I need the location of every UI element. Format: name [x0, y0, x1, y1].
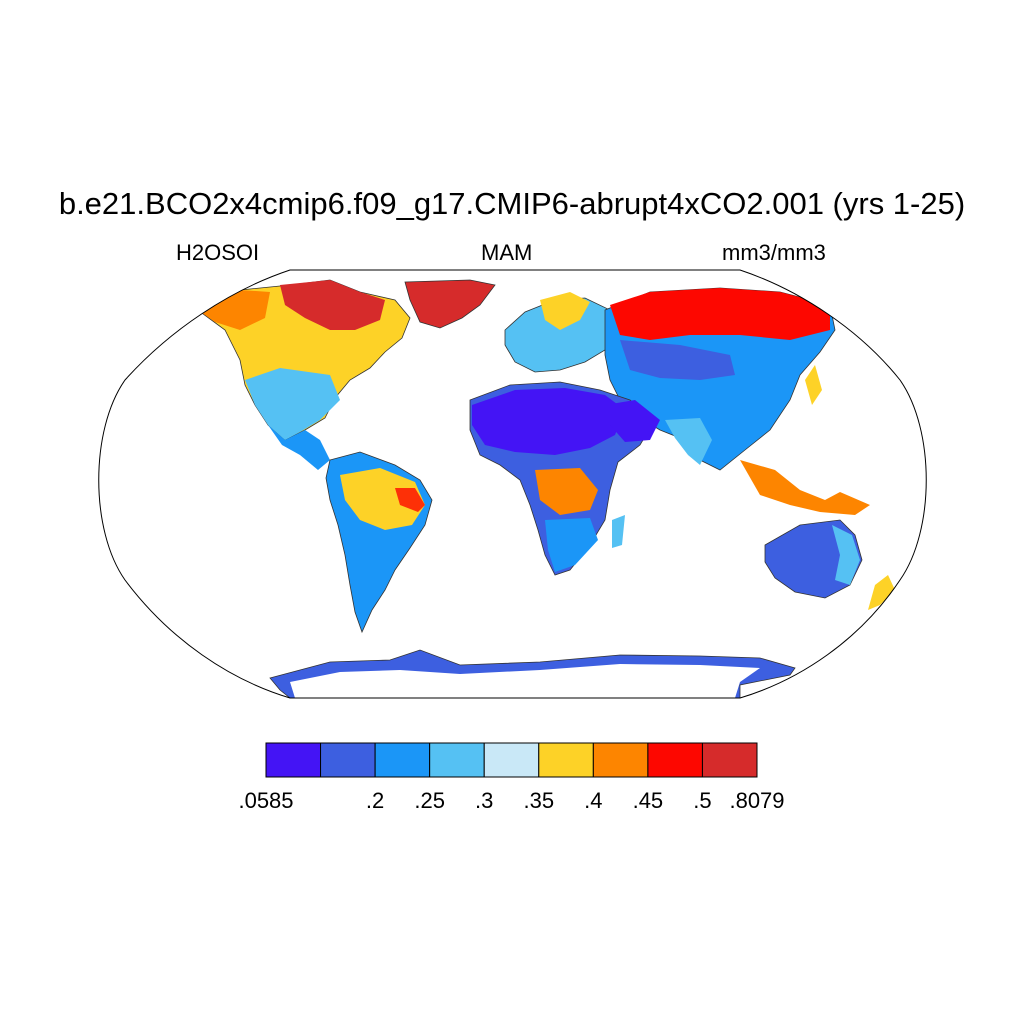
colorbar-label: .0585 — [238, 788, 294, 813]
land-greenland — [404, 279, 496, 329]
variable-label: H2OSOI — [176, 240, 260, 265]
season-label: MAM — [481, 240, 533, 265]
land-india — [665, 418, 712, 465]
land-southern-africa — [545, 518, 598, 572]
colorbar-swatch — [320, 742, 376, 778]
colorbar-swatch — [265, 742, 322, 778]
colorbar-label: .3 — [475, 788, 494, 813]
land-sahara — [472, 388, 625, 455]
land-new-zealand — [868, 575, 895, 610]
land-se-asia — [740, 460, 870, 515]
land-madagascar — [612, 515, 625, 548]
land-brazil-east — [395, 488, 425, 512]
globe-outline — [98, 269, 927, 699]
colorbar-label: .8079 — [729, 788, 785, 813]
land-antarctica-interior — [290, 664, 760, 698]
units-label: mm3/mm3 — [722, 240, 826, 265]
land-canada-north — [280, 280, 385, 330]
colorbar-label: .2 — [365, 788, 385, 813]
colorbar — [265, 742, 758, 778]
colorbar-label: .4 — [584, 788, 603, 813]
land-central-asia — [620, 340, 735, 380]
colorbar-swatch — [701, 742, 758, 778]
map-title: b.e21.BCO2x4cmip6.f09_g17.CMIP6-abrupt4x… — [58, 186, 966, 221]
land-australia-east — [832, 525, 860, 585]
land-fill — [194, 279, 895, 698]
land-congo — [535, 468, 598, 515]
colorbar-swatch — [538, 742, 594, 778]
colorbar-swatch — [374, 742, 431, 778]
colorbar-swatch — [429, 742, 485, 778]
land-north-america-south — [245, 368, 340, 440]
land-scandinavia — [540, 292, 590, 330]
colorbar-swatch — [647, 742, 703, 778]
colorbar-swatch — [592, 742, 649, 778]
land-alaska — [195, 290, 270, 330]
colorbar-label: .5 — [693, 788, 712, 813]
colorbar-label: .45 — [632, 788, 664, 813]
land-amazon — [340, 468, 425, 530]
land-siberia — [610, 288, 830, 340]
colorbar-label: .35 — [523, 788, 555, 813]
land-japan — [805, 365, 822, 405]
colorbar-label: .25 — [414, 788, 445, 813]
colorbar-swatch — [483, 742, 540, 778]
land-mexico — [268, 425, 330, 470]
land-arabia — [605, 400, 660, 442]
